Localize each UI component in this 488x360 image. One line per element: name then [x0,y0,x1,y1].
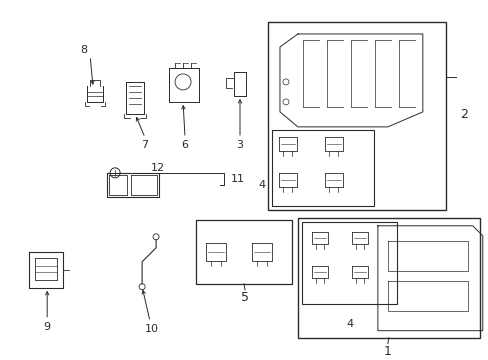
Text: 6: 6 [181,140,188,150]
Text: 11: 11 [230,174,244,184]
Text: 7: 7 [141,140,148,150]
Text: 1: 1 [383,345,391,358]
Bar [196,220,291,284]
Bar [297,218,479,338]
Text: 2: 2 [459,108,467,121]
Text: 8: 8 [81,45,87,55]
Text: 12: 12 [151,163,165,173]
Text: 10: 10 [145,324,159,334]
Text: 9: 9 [43,322,51,332]
Text: 4: 4 [346,319,353,329]
Text: 4: 4 [258,180,265,190]
Bar [267,22,445,210]
Text: 5: 5 [241,291,248,304]
Bar [301,222,396,304]
Text: 3: 3 [236,140,243,150]
Bar [271,130,373,206]
